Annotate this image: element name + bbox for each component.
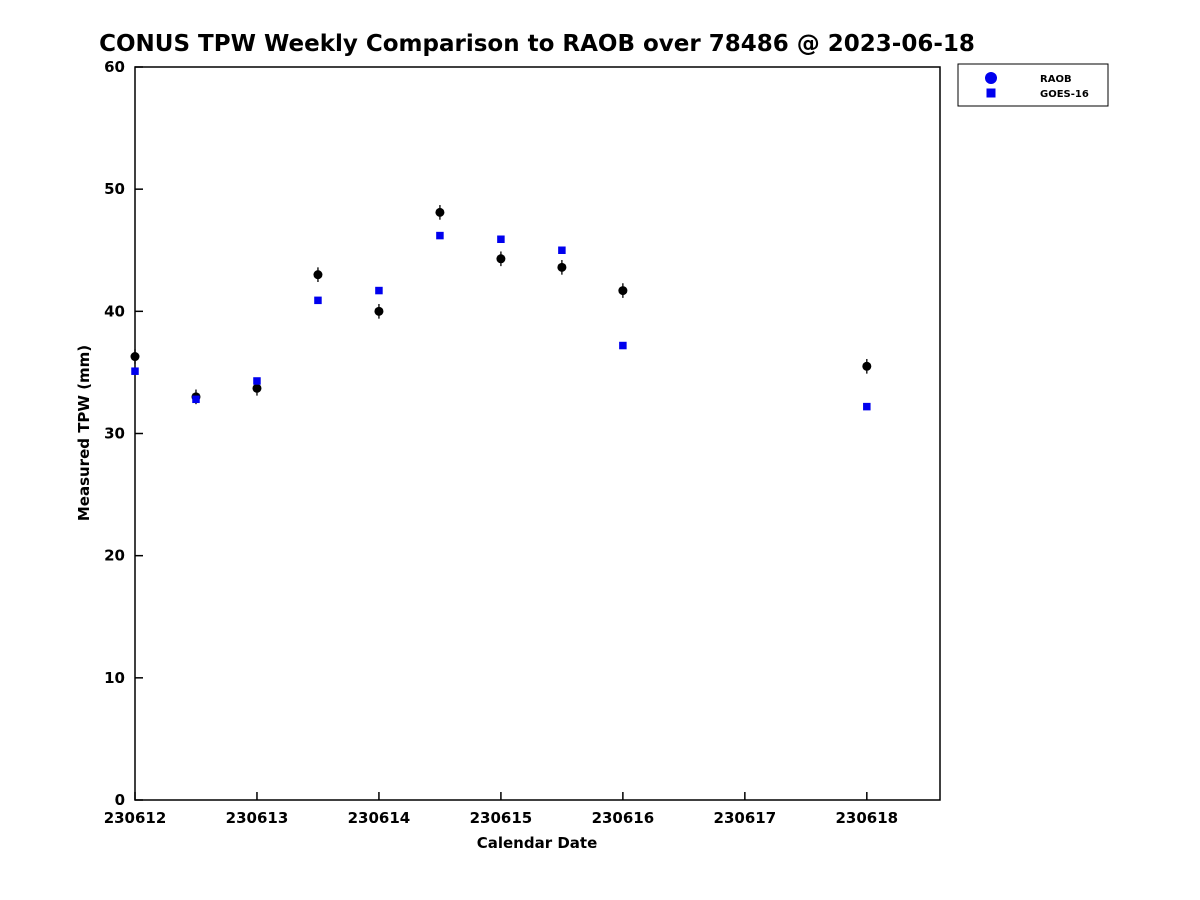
legend-raob-marker-icon [985,72,997,84]
raob-data-point [130,352,140,362]
raob-data-point [557,262,567,272]
x-tick-label: 230614 [348,809,411,827]
y-tick-label: 0 [115,791,125,809]
goes16-data-point [436,231,444,240]
x-tick-label: 230612 [104,809,167,827]
chart-title: CONUS TPW Weekly Comparison to RAOB over… [99,31,975,57]
raob-data-point [374,306,384,316]
raob-data-point [313,270,323,280]
goes16-data-point [314,296,322,305]
raob-data-point [618,286,628,296]
y-tick-label: 50 [104,180,125,198]
x-tick-label: 230618 [836,809,899,827]
legend-raob-label: RAOB [1040,74,1072,85]
plot-area: 230612 230613 230614 230615 230616 230617 2306… [104,58,941,827]
goes16-data-point [192,395,200,404]
raob-data-point [496,254,506,264]
goes16-data-point [619,341,627,350]
x-tick-label: 230615 [470,809,533,827]
y-tick-label: 60 [104,58,125,76]
legend: RAOB GOES-16 [957,63,1109,107]
legend-goes16-marker-icon [986,88,996,98]
legend-box [957,63,1109,107]
axes-box [134,66,941,801]
raob-data-point [252,383,262,393]
raob-data-point [435,207,445,217]
x-axis-label: Calendar Date [477,834,598,852]
goes16-data-point [497,235,505,244]
goes16-data-point [558,246,566,254]
x-tick-label: 230617 [714,809,777,827]
y-tick-label: 20 [104,547,125,565]
legend-goes16-label: GOES-16 [1040,89,1089,100]
goes16-data-point [253,377,261,385]
raob-data-point [862,361,872,371]
goes16-data-point [375,286,383,295]
y-tick-label: 40 [104,302,125,320]
x-tick-label: 230613 [226,809,289,827]
x-tick-label: 230616 [592,809,655,827]
y-tick-label: 30 [104,425,125,443]
y-tick-label: 10 [104,669,125,687]
goes16-data-point [131,367,139,375]
goes16-data-point [863,402,871,411]
y-axis-label: Measured TPW (mm) [75,345,93,521]
